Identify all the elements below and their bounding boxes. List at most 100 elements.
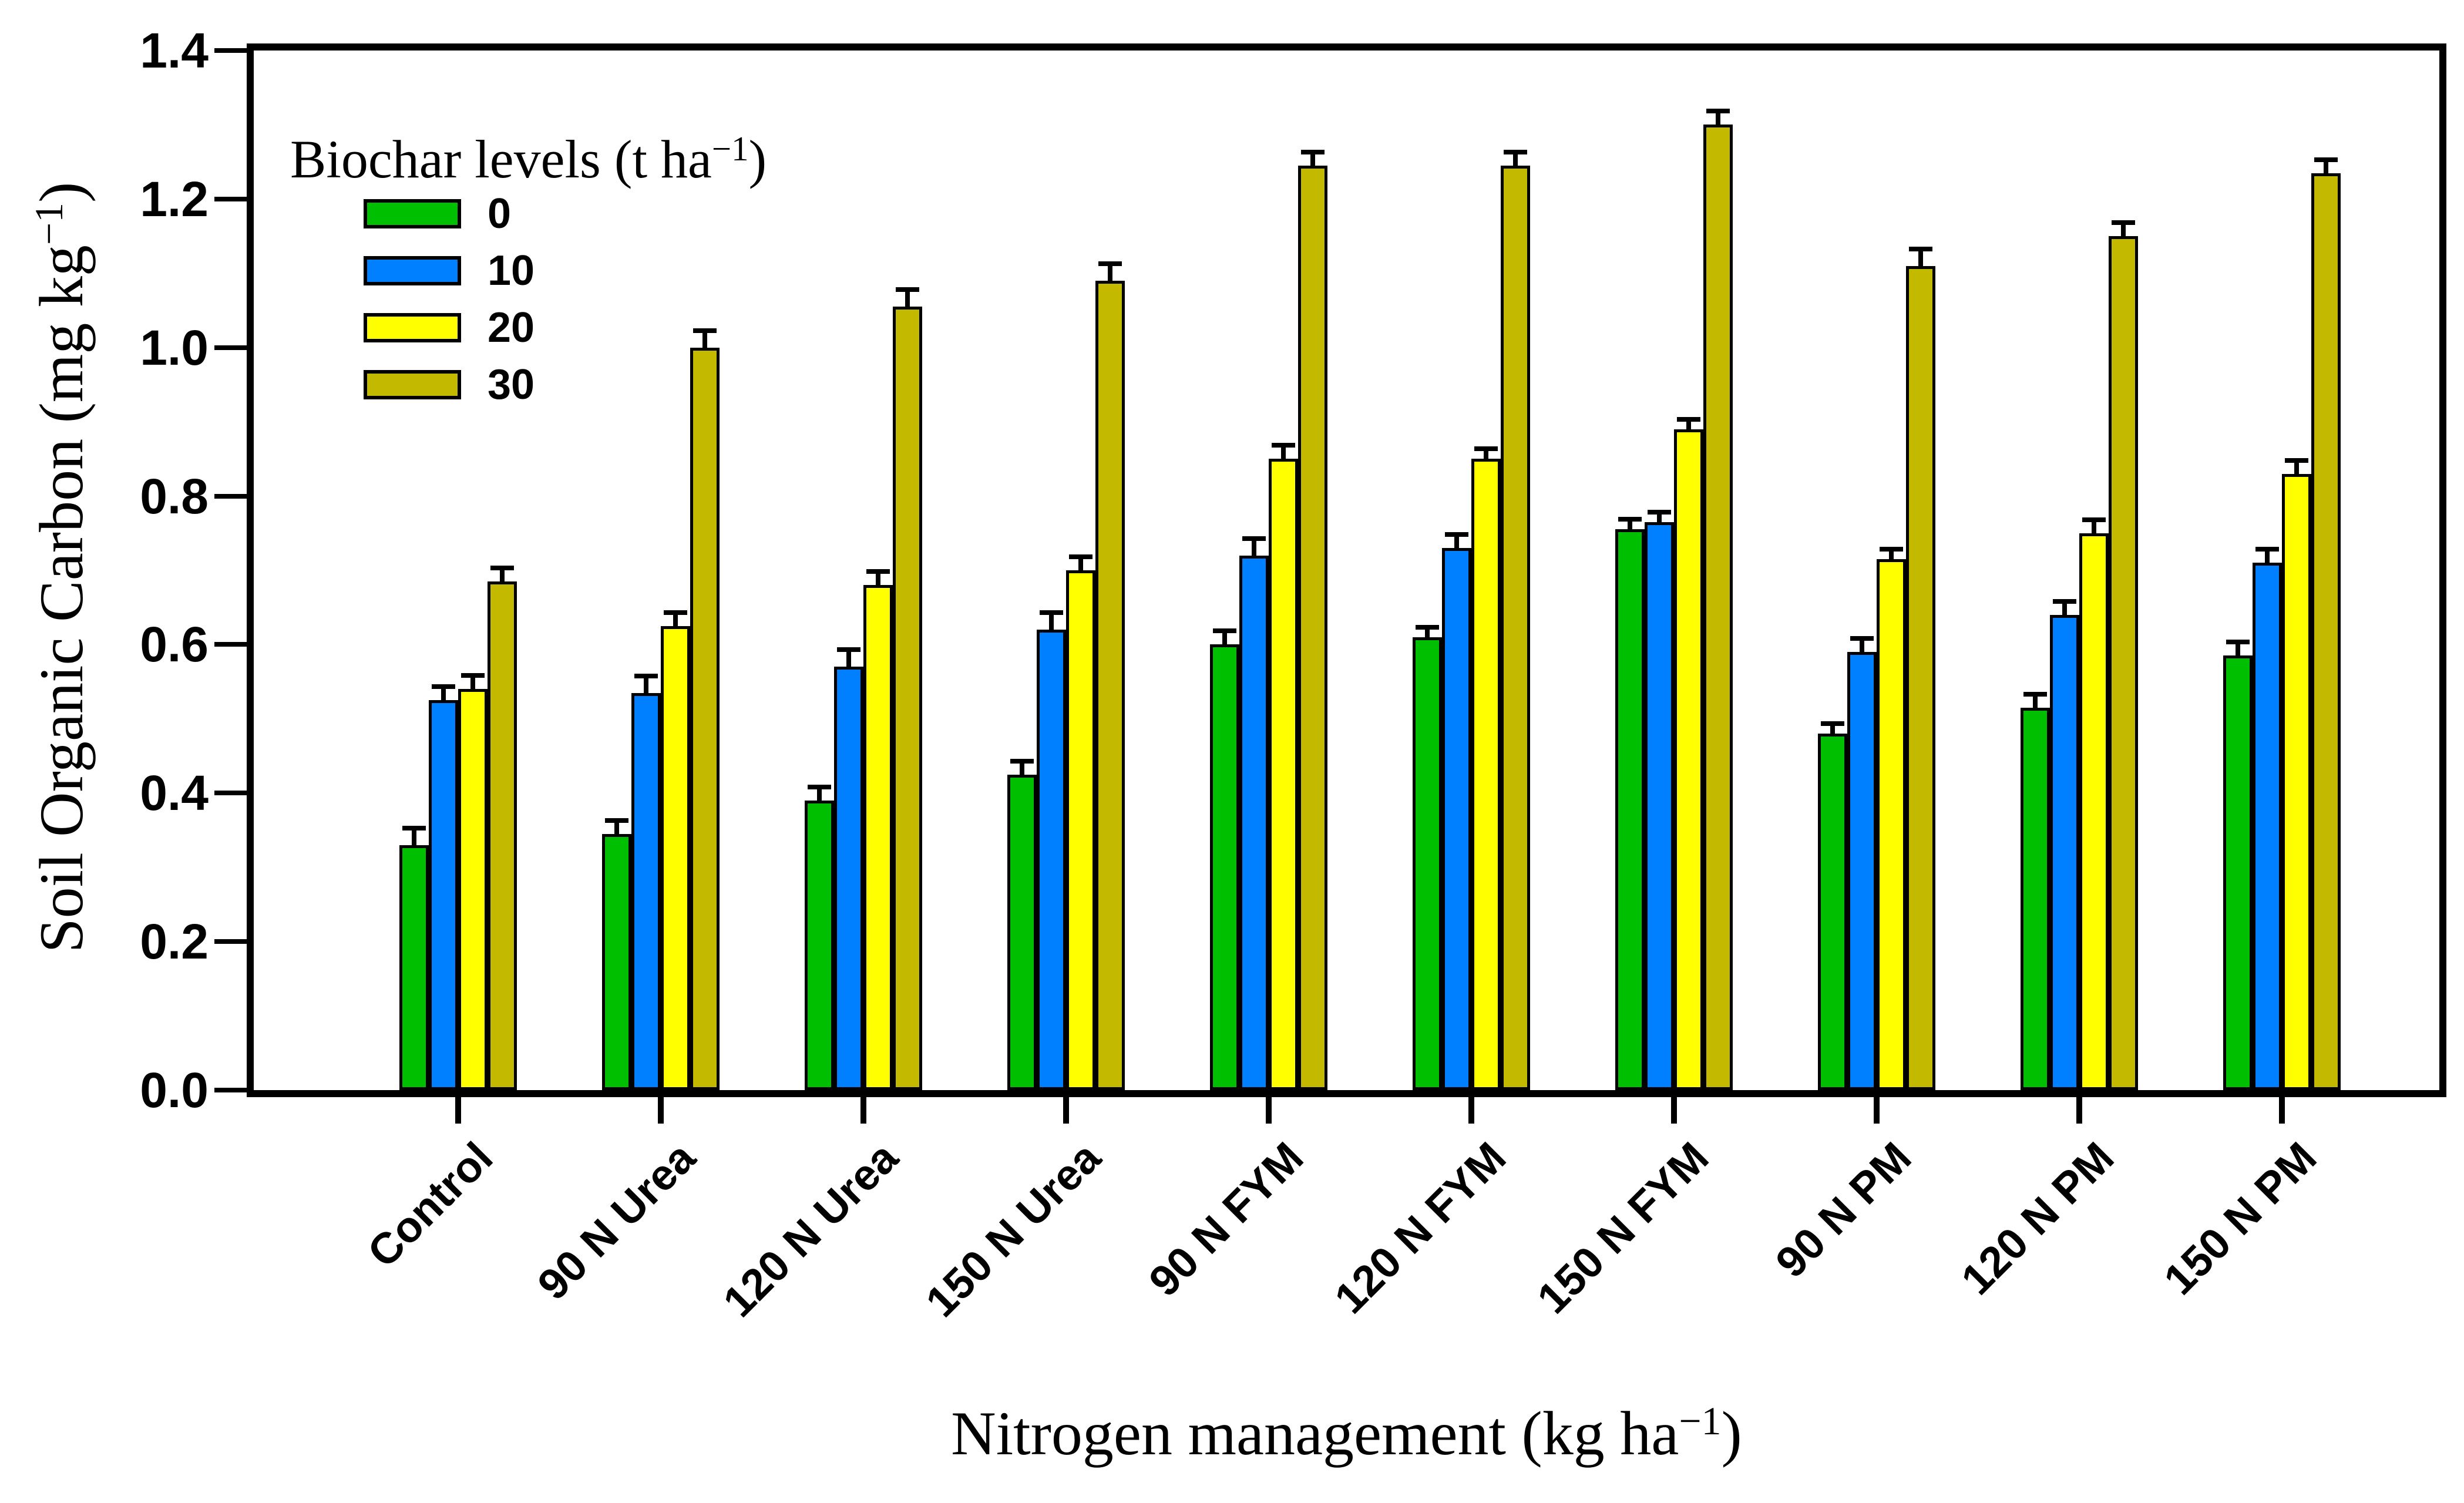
error-bar-cap xyxy=(1445,532,1468,537)
error-bar-stem xyxy=(1918,251,1923,266)
error-bar-cap xyxy=(2226,640,2250,644)
bar xyxy=(1645,522,1674,1090)
error-bar-cap xyxy=(1301,150,1325,154)
error-bar-stem xyxy=(1484,451,1488,459)
bar xyxy=(1501,166,1530,1090)
legend-item-label: 0 xyxy=(488,190,512,237)
x-tick xyxy=(1468,1097,1474,1124)
bar xyxy=(690,348,720,1090)
x-tick xyxy=(2076,1097,2082,1124)
error-bar-stem xyxy=(644,678,648,693)
legend-swatch xyxy=(364,313,461,342)
error-bar-stem xyxy=(1310,154,1315,166)
error-bar-cap xyxy=(490,566,514,570)
error-bar-cap xyxy=(693,328,717,333)
bar xyxy=(2311,173,2341,1090)
error-bar-stem xyxy=(1889,552,1894,559)
error-bar-cap xyxy=(866,569,890,574)
y-tick-label: 0.2 xyxy=(140,914,209,970)
bar xyxy=(2079,533,2109,1090)
error-bar-cap xyxy=(1618,517,1642,522)
error-bar-stem xyxy=(1657,515,1662,522)
error-bar-cap xyxy=(1069,554,1093,559)
y-tick xyxy=(214,642,247,647)
error-bar-stem xyxy=(1716,113,1720,125)
error-bar-stem xyxy=(2324,162,2328,173)
error-bar-stem xyxy=(412,830,416,845)
bar xyxy=(1066,570,1095,1090)
y-tick xyxy=(214,48,247,53)
y-tick-label: 0.4 xyxy=(140,765,209,821)
error-bar-stem xyxy=(1020,764,1024,775)
error-bar-cap xyxy=(2285,458,2308,463)
error-bar-stem xyxy=(673,615,678,626)
bar xyxy=(2109,236,2138,1090)
error-bar-cap xyxy=(2082,517,2106,522)
y-tick-label: 1.4 xyxy=(140,23,209,78)
bar xyxy=(661,626,690,1090)
error-bar-stem xyxy=(2121,225,2126,236)
y-tick xyxy=(214,345,247,350)
plot-area xyxy=(247,43,2446,1097)
error-bar-stem xyxy=(1860,641,1864,652)
error-bar-cap xyxy=(2053,599,2076,604)
bar xyxy=(1674,429,1703,1090)
bar xyxy=(1007,775,1037,1090)
y-tick xyxy=(214,493,247,499)
error-bar-cap xyxy=(402,826,426,830)
error-bar-cap xyxy=(1242,536,1266,541)
bar xyxy=(1239,556,1269,1090)
y-tick xyxy=(214,939,247,944)
error-bar-stem xyxy=(441,689,446,700)
bar xyxy=(1413,637,1442,1090)
error-bar-cap xyxy=(2023,692,2047,697)
error-bar-cap xyxy=(1850,636,1874,641)
x-tick xyxy=(1874,1097,1880,1124)
y-tick-label: 0.0 xyxy=(140,1062,209,1118)
bar xyxy=(1037,630,1066,1090)
x-axis-title-close: ) xyxy=(1721,1399,1742,1468)
x-tick xyxy=(2279,1097,2285,1124)
bar xyxy=(1095,281,1125,1090)
x-tick xyxy=(455,1097,461,1124)
error-bar-stem xyxy=(876,574,880,585)
legend-swatch xyxy=(364,256,461,285)
x-tick xyxy=(1266,1097,1272,1124)
bar xyxy=(834,667,863,1090)
bar xyxy=(458,689,488,1090)
error-bar-stem xyxy=(1513,154,1518,166)
bar xyxy=(429,700,458,1090)
error-bar-cap xyxy=(664,610,687,615)
bar xyxy=(2282,474,2311,1090)
error-bar-cap xyxy=(1098,261,1122,266)
bar xyxy=(1442,548,1471,1090)
x-tick xyxy=(860,1097,866,1124)
bar xyxy=(631,693,661,1090)
error-bar-cap xyxy=(1909,247,1932,251)
error-bar-stem xyxy=(1425,630,1430,637)
legend-item-label: 20 xyxy=(488,304,535,351)
error-bar-cap xyxy=(1010,759,1034,764)
error-bar-stem xyxy=(614,823,619,834)
error-bar-stem xyxy=(1078,559,1083,570)
error-bar-cap xyxy=(2314,157,2338,162)
error-bar-stem xyxy=(2294,463,2299,474)
bar xyxy=(2050,615,2079,1090)
y-tick xyxy=(214,791,247,796)
error-bar-stem xyxy=(1281,448,1286,459)
bar xyxy=(893,307,922,1090)
y-tick-label: 0.6 xyxy=(140,617,209,673)
bar xyxy=(1877,559,1906,1090)
error-bar-stem xyxy=(846,652,851,667)
error-bar-cap xyxy=(461,673,485,678)
error-bar-stem xyxy=(817,789,822,801)
y-tick-label: 0.8 xyxy=(140,468,209,524)
x-axis-title-superscript: −1 xyxy=(1679,1399,1722,1444)
error-bar-cap xyxy=(1416,625,1439,630)
error-bar-stem xyxy=(1108,266,1112,281)
x-tick xyxy=(1063,1097,1069,1124)
legend-item-label: 10 xyxy=(488,247,535,294)
bar xyxy=(1703,125,1733,1090)
error-bar-cap xyxy=(1504,150,1527,154)
